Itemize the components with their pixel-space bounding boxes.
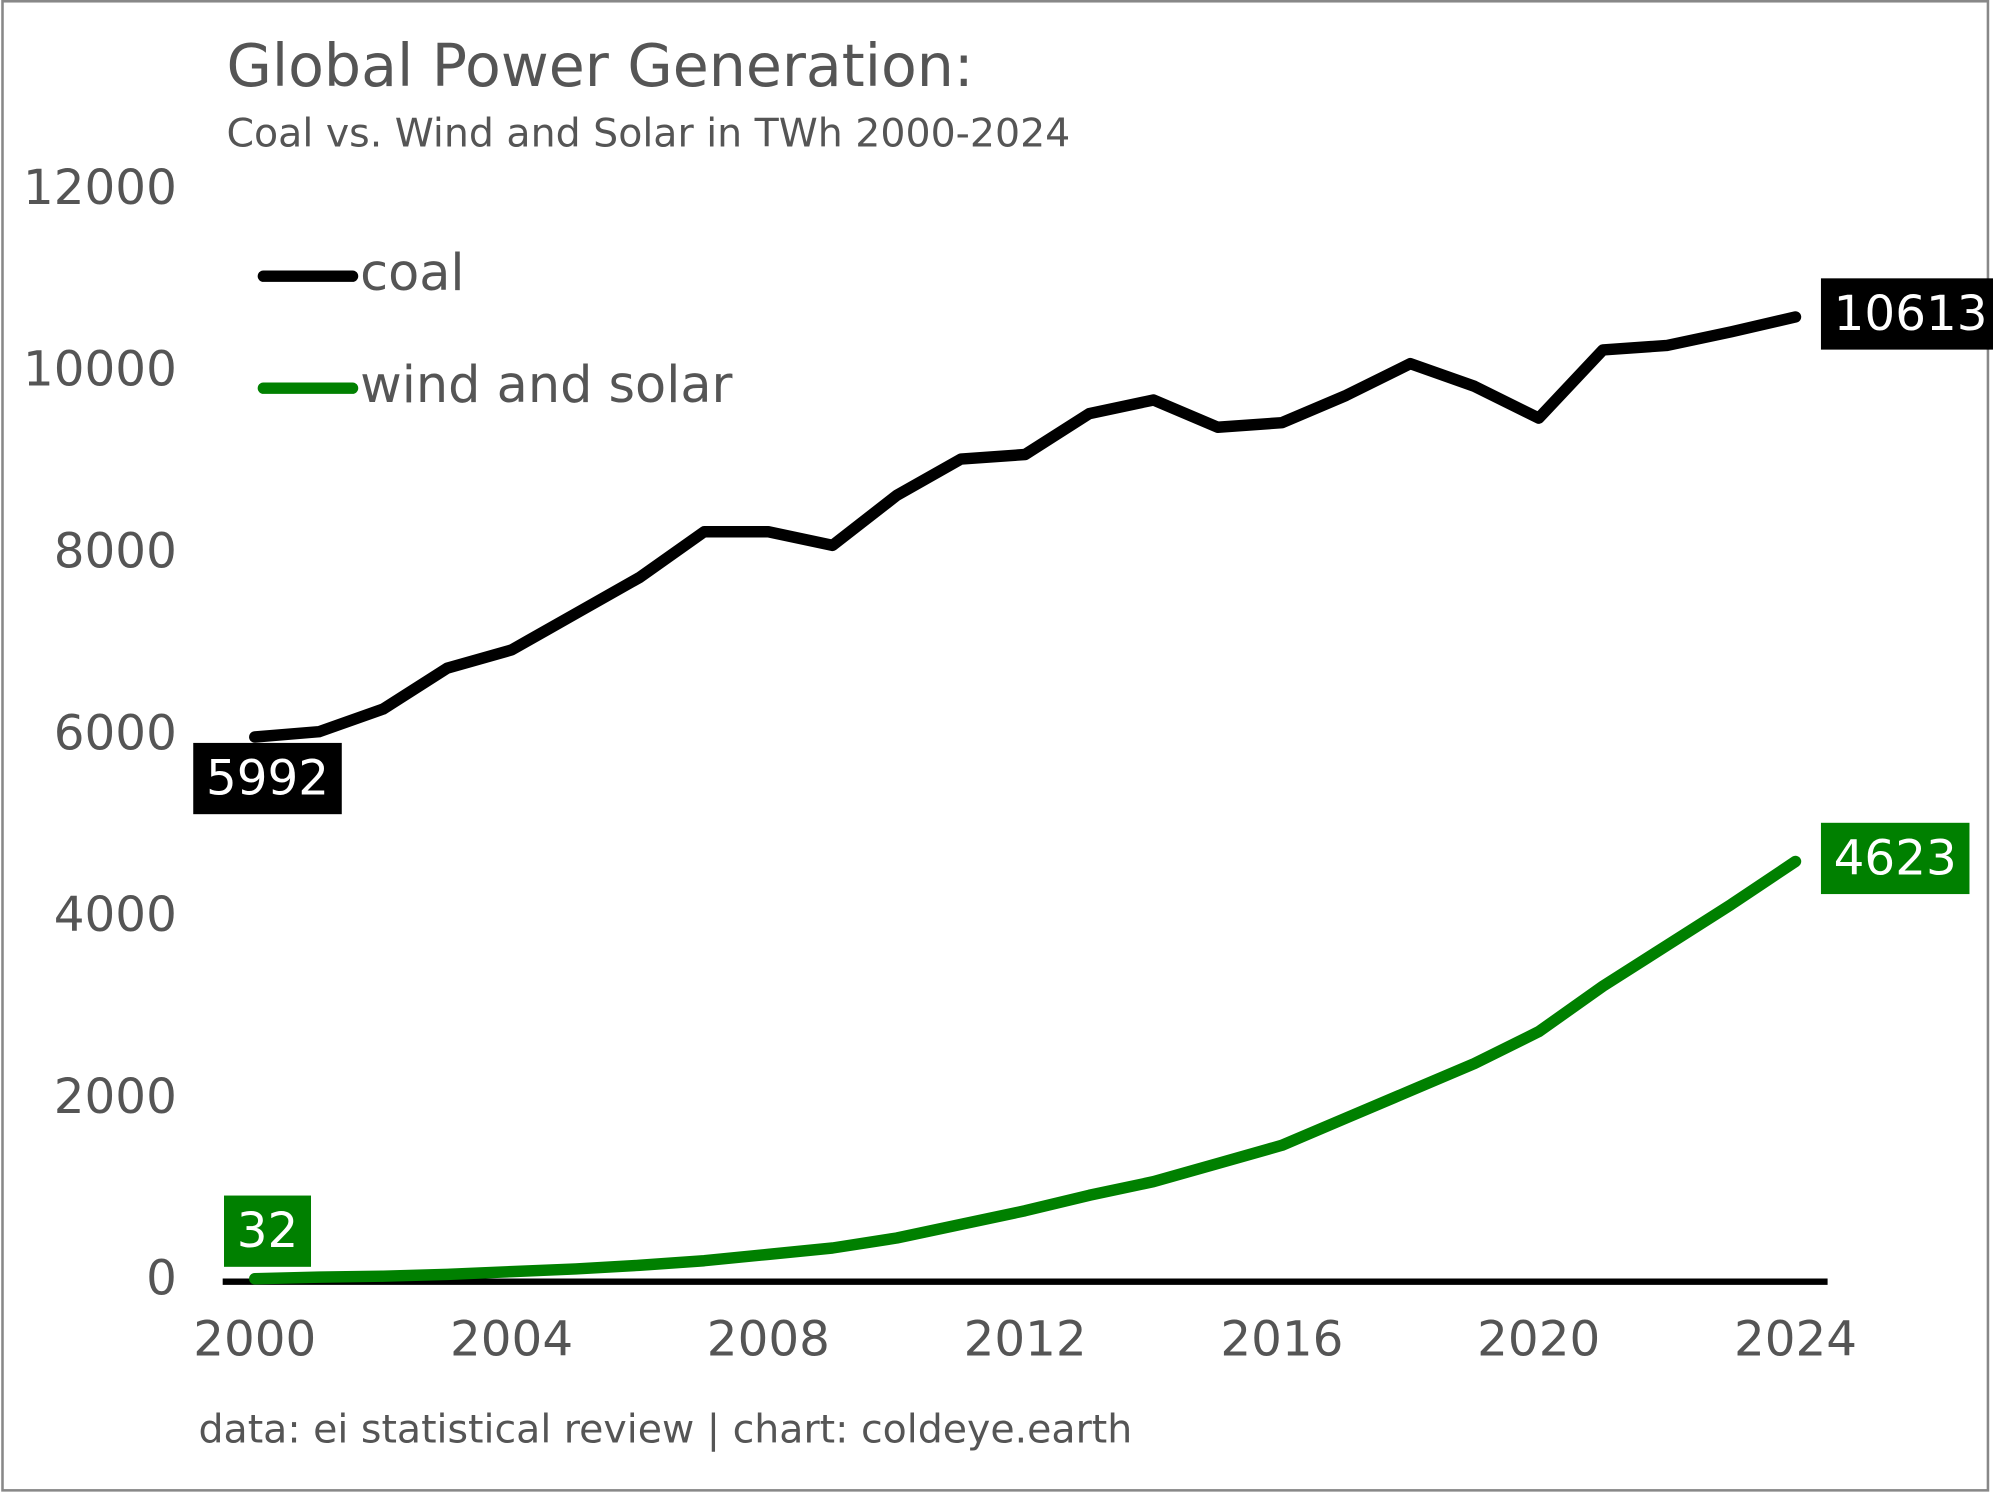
value-label-box (224, 1195, 312, 1267)
x-tick-label: 2012 (964, 1312, 1087, 1368)
x-tick-label: 2004 (450, 1312, 573, 1368)
chart-subtitle: Coal vs. Wind and Solar in TWh 2000-2024 (227, 111, 1071, 157)
value-label: 32 (237, 1203, 299, 1259)
y-tick-label: 6000 (54, 705, 177, 761)
value-label-box (1820, 278, 1993, 350)
y-tick-label: 12000 (23, 160, 177, 216)
line (249, 311, 1802, 743)
x-tick-label: 2020 (1477, 1312, 1600, 1368)
y-tick-label: 8000 (54, 523, 177, 579)
value-label: 5992 (206, 751, 329, 807)
y-tick-label: 0 (146, 1251, 177, 1307)
value-label-box (1820, 822, 1970, 895)
value-label: 4623 (1834, 830, 1957, 886)
x-tick-label: 2016 (1220, 1312, 1343, 1368)
y-tick-label: 2000 (54, 1069, 177, 1125)
value-label-box (193, 742, 342, 815)
y-tick-label: 4000 (54, 887, 177, 943)
x-tick-label: 2000 (193, 1312, 316, 1368)
x-tick-label: 2008 (707, 1312, 830, 1368)
line (249, 855, 1802, 1285)
y-tick-label: 10000 (23, 342, 177, 398)
x-tick-label: 2024 (1734, 1312, 1857, 1368)
value-label: 10613 (1834, 286, 1988, 342)
chart-title: Global Power Generation: (227, 32, 974, 100)
source: data: ei statistical review | chart: col… (199, 1406, 1133, 1452)
legend-label: wind and solar (360, 356, 732, 415)
legend-label: coal (360, 244, 464, 303)
